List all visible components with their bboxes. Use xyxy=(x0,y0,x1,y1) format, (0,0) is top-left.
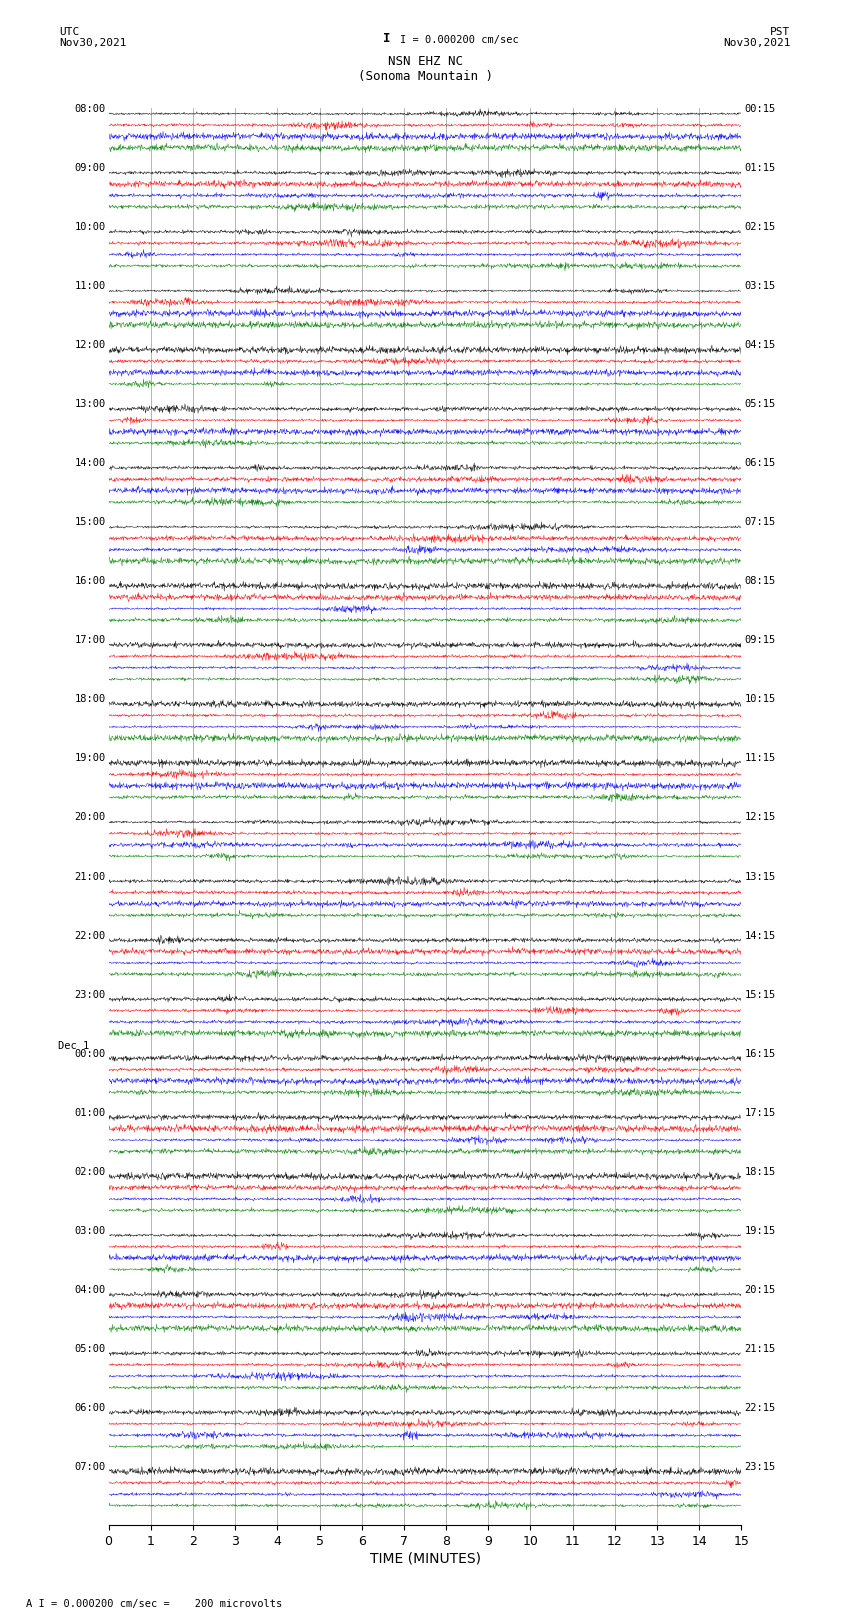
Text: UTC: UTC xyxy=(60,27,80,37)
Title: NSN EHZ NC
(Sonoma Mountain ): NSN EHZ NC (Sonoma Mountain ) xyxy=(358,55,492,84)
Text: Nov30,2021: Nov30,2021 xyxy=(723,39,791,48)
Text: I: I xyxy=(383,32,391,45)
Text: Nov30,2021: Nov30,2021 xyxy=(60,39,127,48)
Text: Dec 1: Dec 1 xyxy=(58,1042,89,1052)
Text: I = 0.000200 cm/sec: I = 0.000200 cm/sec xyxy=(400,35,518,45)
Text: A I = 0.000200 cm/sec =    200 microvolts: A I = 0.000200 cm/sec = 200 microvolts xyxy=(26,1598,281,1608)
X-axis label: TIME (MINUTES): TIME (MINUTES) xyxy=(370,1552,480,1566)
Text: PST: PST xyxy=(770,27,790,37)
